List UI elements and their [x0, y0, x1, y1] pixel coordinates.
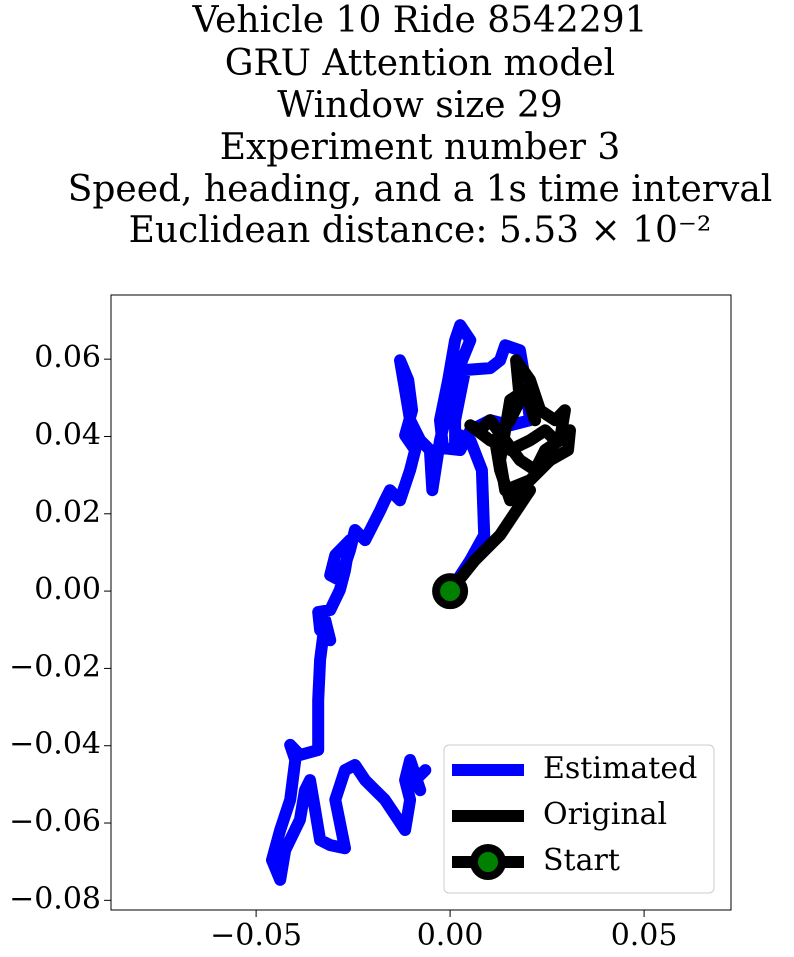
legend-label: Start: [543, 843, 620, 878]
chart-title: GRU Attention model: [225, 43, 615, 84]
chart-title: Window size 29: [277, 85, 563, 126]
y-tick-label: 0.06: [34, 340, 101, 375]
x-tick-label: −0.05: [210, 918, 302, 953]
y-tick-label: 0.02: [34, 495, 101, 530]
chart-title: Vehicle 10 Ride 8542291: [191, 0, 647, 41]
y-tick-label: −0.02: [9, 649, 101, 684]
trajectory-line: [444, 354, 576, 598]
legend-label: Estimated: [543, 751, 697, 786]
y-tick-label: −0.04: [9, 727, 101, 762]
plot-frame: [110, 294, 732, 911]
y-tick-label: 0.04: [34, 417, 101, 452]
chart-title: Euclidean distance: 5.53 × 10⁻²: [129, 210, 712, 251]
x-tick-label: 0.05: [611, 918, 678, 953]
legend-marker: [470, 844, 506, 880]
chart-title: Experiment number 3: [220, 127, 621, 168]
legend-label: Original: [543, 797, 667, 832]
start-marker: [432, 573, 469, 610]
y-tick-label: −0.06: [9, 804, 101, 839]
x-tick-label: 0.00: [417, 918, 484, 953]
y-tick-label: 0.00: [34, 572, 101, 607]
y-tick-label: −0.08: [9, 881, 101, 916]
chart-title: Speed, heading, and a 1s time interval: [68, 169, 773, 210]
